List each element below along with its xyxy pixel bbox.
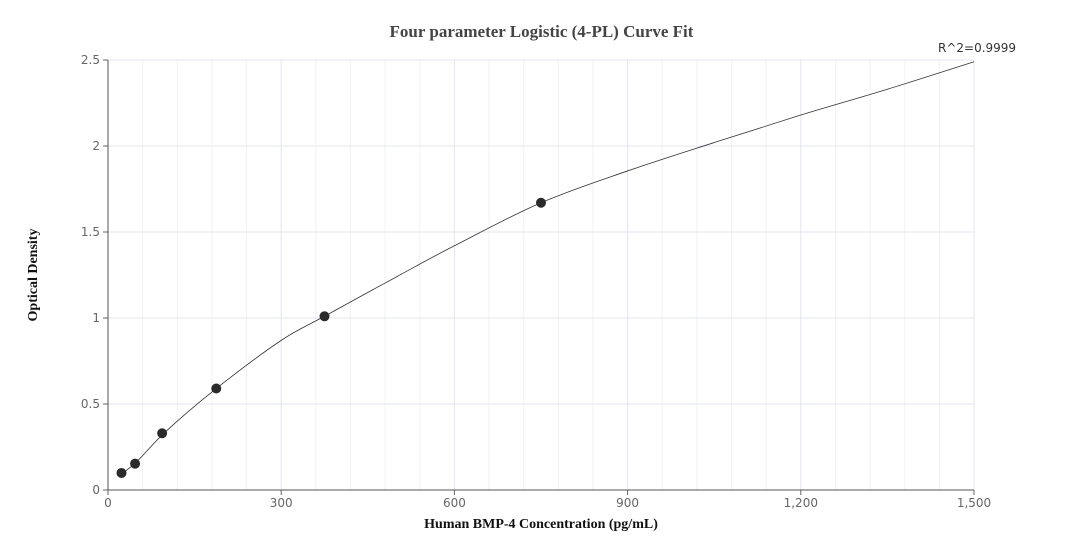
x-tick-label: 600 bbox=[443, 496, 466, 510]
x-tick-label: 1,200 bbox=[784, 496, 818, 510]
x-axis-label: Human BMP-4 Concentration (pg/mL) bbox=[424, 517, 658, 532]
x-tick-label: 0 bbox=[104, 496, 112, 510]
y-tick-label: 2.5 bbox=[81, 53, 100, 67]
data-point bbox=[211, 383, 222, 394]
data-point bbox=[157, 428, 168, 439]
x-tick-label: 300 bbox=[270, 496, 293, 510]
y-tick-label: 0 bbox=[92, 483, 100, 497]
data-point bbox=[536, 197, 546, 208]
y-tick-label: 0.5 bbox=[81, 397, 100, 411]
axes bbox=[103, 59, 975, 495]
data-point bbox=[130, 458, 141, 469]
y-tick-label: 2 bbox=[92, 139, 100, 153]
data-point bbox=[319, 311, 330, 322]
tick-labels: 0 300 600 900 1,200 1,500 0 0.5 1 1.5 2 2.5 bbox=[81, 53, 991, 510]
r-squared-annotation: R^2=0.9999 bbox=[938, 41, 1017, 55]
chart-title: Four parameter Logistic (4-PL) Curve Fit bbox=[389, 22, 694, 41]
data-point bbox=[116, 467, 127, 478]
x-tick-label: 1,500 bbox=[957, 496, 991, 510]
gridlines bbox=[108, 59, 975, 490]
y-tick-label: 1 bbox=[92, 311, 100, 325]
fit-curve bbox=[119, 61, 975, 476]
y-tick-label: 1.5 bbox=[81, 225, 100, 239]
x-tick-label: 900 bbox=[616, 496, 639, 510]
data-points bbox=[116, 197, 546, 478]
